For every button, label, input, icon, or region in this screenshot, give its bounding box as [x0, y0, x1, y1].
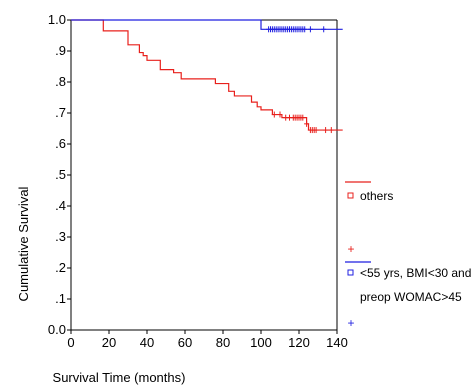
series-group2 — [71, 19, 343, 33]
censor-mark — [323, 127, 329, 134]
survival-curve — [71, 19, 343, 131]
x-axis-title: Survival Time (months) — [53, 370, 186, 385]
legend-label-group2-line1: <55 yrs, BMI<30 and — [360, 266, 471, 280]
legend: others + <55 yrs, BMI<30 and preop WOMAC… — [345, 181, 471, 330]
legend-label-group2-line2: preop WOMAC>45 — [360, 290, 462, 304]
censor-mark — [300, 114, 306, 121]
x-tick-label: 80 — [216, 335, 230, 350]
x-tick-label: 60 — [178, 335, 192, 350]
censor-mark — [321, 26, 327, 33]
y-tick-label: .9 — [55, 43, 66, 58]
y-axis-title: Cumulative Survival — [16, 186, 31, 301]
legend-censor-symbol-group2: + — [347, 316, 354, 330]
legend-marker-group2 — [347, 269, 354, 276]
censor-mark — [277, 111, 283, 118]
censor-mark — [307, 26, 313, 33]
y-tick-label: .3 — [55, 229, 66, 244]
series-layer — [71, 19, 343, 134]
x-tick-label: 40 — [140, 335, 154, 350]
legend-marker-others — [347, 192, 354, 199]
series-others — [71, 19, 343, 134]
censor-mark — [302, 26, 308, 33]
y-tick-label: 0.0 — [48, 322, 66, 337]
y-tick-label: .6 — [55, 136, 66, 151]
y-tick-label: .7 — [55, 105, 66, 120]
x-tick-label: 100 — [250, 335, 272, 350]
censor-mark — [271, 111, 277, 118]
y-tick-label: 1.0 — [48, 12, 66, 27]
censor-mark — [313, 127, 319, 134]
y-tick-label: .5 — [55, 167, 66, 182]
survival-curve — [71, 19, 343, 30]
x-tick-label: 120 — [288, 335, 310, 350]
x-tick-label: 0 — [67, 335, 74, 350]
legend-censor-symbol-others: + — [347, 242, 354, 256]
x-tick-label: 140 — [326, 335, 348, 350]
x-tick-label: 20 — [102, 335, 116, 350]
censor-mark — [328, 127, 334, 134]
censor-mark — [304, 120, 310, 127]
y-tick-label: .2 — [55, 260, 66, 275]
chart-axes: 0.0 .1 .2 .3 .4 .5 .6 .7 .8 .9 1.0 0 20 40 60 80 100 120 1… — [48, 12, 348, 350]
y-tick-label: .4 — [55, 198, 66, 213]
legend-label-others: others — [360, 189, 393, 203]
y-tick-label: .1 — [55, 291, 66, 306]
y-tick-label: .8 — [55, 74, 66, 89]
